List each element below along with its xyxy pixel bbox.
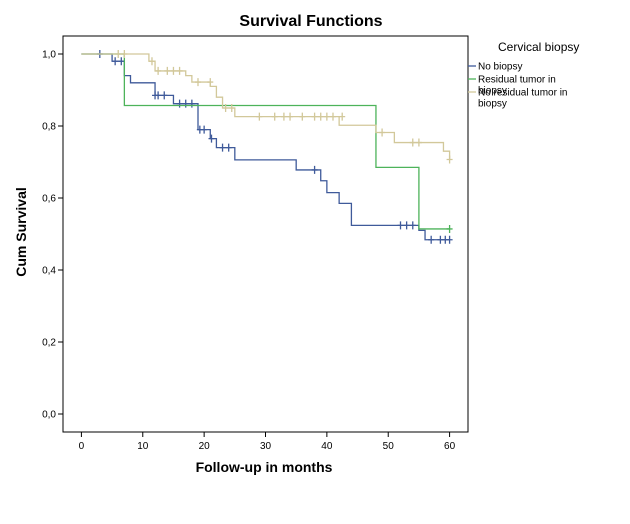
censor-mark [330, 112, 336, 121]
censor-mark [311, 165, 318, 174]
y-tick-label: 0,8 [42, 122, 56, 133]
y-tick-label: 0,0 [42, 410, 56, 421]
censor-mark [409, 221, 416, 230]
legend-label-line: biopsy [478, 99, 507, 110]
censor-mark [148, 57, 155, 66]
censor-mark [201, 125, 208, 134]
x-tick-label: 60 [444, 441, 456, 452]
legend-label-line: Residual tumor in [478, 75, 556, 86]
legend-label: Residual tumor in biopsy [478, 75, 556, 97]
y-tick-label: 0,2 [42, 338, 56, 349]
censor-mark [299, 112, 306, 121]
censor-mark [446, 235, 453, 244]
censor-mark [323, 112, 330, 121]
x-tick-label: 10 [137, 441, 149, 452]
legend-label-line: biopsy [478, 86, 507, 97]
series-3 [81, 50, 453, 164]
censor-mark [195, 78, 201, 87]
censor-mark [207, 78, 214, 87]
series-2 [81, 53, 453, 233]
series-layer [81, 50, 453, 244]
legend-label-line: No biopsy [478, 62, 522, 73]
censor-mark [415, 138, 422, 147]
censor-mark [164, 66, 171, 75]
censor-mark [428, 235, 435, 244]
censor-mark [161, 91, 168, 100]
censor-mark [446, 224, 453, 233]
censor-mark [379, 128, 386, 137]
y-axis-label: Cum Survival [13, 187, 29, 276]
legend-label-line: No residual tumor in [478, 88, 567, 99]
censor-mark [219, 143, 226, 152]
censor-mark [222, 104, 229, 112]
censor-mark [118, 57, 125, 66]
legend: Cervical biopsy No biopsy Residual tumor … [468, 40, 579, 110]
censor-mark [228, 104, 235, 112]
x-tick-label: 30 [260, 441, 272, 452]
censor-mark [155, 91, 162, 100]
censor-mark [112, 57, 119, 66]
x-tick-label: 40 [321, 441, 333, 452]
censor-mark [208, 134, 215, 143]
legend-title: Cervical biopsy [498, 40, 579, 54]
y-tick-label: 0,4 [42, 266, 56, 277]
series-line [81, 53, 450, 241]
x-tick-label: 0 [79, 441, 85, 452]
censor-mark [397, 221, 404, 230]
censor-mark [256, 112, 263, 121]
censor-mark [311, 112, 318, 121]
censor-mark [446, 155, 453, 164]
censor-mark [317, 112, 324, 121]
chart-title: Survival Functions [239, 13, 382, 30]
censor-mark [188, 99, 195, 108]
censor-mark [115, 50, 122, 58]
x-tick-label: 20 [199, 441, 211, 452]
censor-mark [155, 66, 162, 75]
y-tick-label: 0,6 [42, 194, 56, 205]
x-axis-ticks: 0 10 20 30 40 50 60 [79, 432, 456, 452]
censor-mark [409, 138, 416, 147]
censor-mark [287, 112, 294, 121]
censor-mark [182, 99, 189, 108]
censor-mark [170, 66, 177, 75]
censor-mark [339, 112, 346, 121]
censor-mark [225, 143, 232, 152]
censor-mark [176, 66, 183, 75]
censor-mark [280, 112, 287, 121]
censor-mark [121, 50, 128, 58]
y-axis-ticks: 0,0 0,2 0,4 0,6 0,8 1,0 [42, 50, 63, 421]
x-axis-label: Follow-up in months [196, 459, 333, 475]
legend-label: No biopsy [478, 62, 522, 73]
censor-mark [176, 99, 183, 108]
censor-mark [271, 112, 278, 121]
series-line [81, 53, 450, 230]
x-tick-label: 50 [383, 441, 395, 452]
legend-label: No residual tumor in biopsy [478, 88, 567, 110]
censor-mark [403, 221, 410, 230]
y-tick-label: 1,0 [42, 50, 56, 61]
